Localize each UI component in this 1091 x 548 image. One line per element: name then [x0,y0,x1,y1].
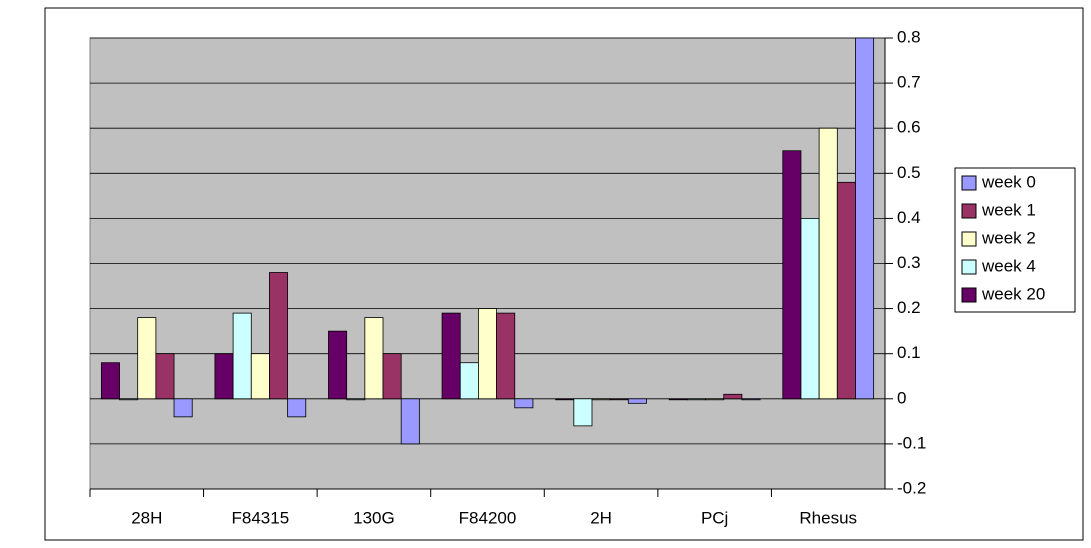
bar [705,398,725,401]
bar [155,353,175,400]
bar [269,272,289,400]
bar [400,398,420,445]
y-tick-label: 0.4 [897,208,921,227]
bar [459,362,479,400]
bar [723,393,743,400]
bar [836,181,856,400]
legend-swatch [961,231,977,247]
bar [555,398,575,401]
legend-label: week 20 [981,284,1045,303]
x-tick-label: F84200 [459,508,517,527]
legend-swatch [961,175,977,191]
bar [250,353,270,400]
y-tick-label: -0.1 [897,433,926,452]
bar [741,398,761,401]
bar [214,353,234,400]
legend-label: week 2 [981,228,1036,247]
y-tick-label: 0.7 [897,73,921,92]
bar [855,37,875,400]
legend-label: week 4 [981,256,1036,275]
bar [800,217,820,400]
y-tick-label: 0.1 [897,343,921,362]
bar [782,150,802,400]
legend-swatch [961,203,977,219]
y-tick-label: 0.3 [897,253,921,272]
y-tick-label: 0 [897,388,906,407]
x-tick-label: PCj [701,508,728,527]
legend-swatch [961,287,977,303]
bar [496,312,516,400]
bar [478,308,497,400]
x-tick-label: 130G [353,508,395,527]
legend-label: week 1 [981,200,1036,219]
legend-label: week 0 [981,172,1036,191]
bar [328,330,348,400]
bar [364,317,384,400]
x-tick-label: 2H [590,508,612,527]
x-tick-label: 28H [131,508,162,527]
bar [346,398,366,401]
bar [232,312,252,400]
bar [137,317,157,400]
bar [609,398,629,401]
y-tick-label: 0.2 [897,298,921,317]
bar [591,398,611,401]
bar [119,398,139,401]
x-tick-label: F84315 [232,508,290,527]
bar [287,398,307,418]
bar [686,398,706,401]
bar [818,127,838,400]
bar [627,398,647,404]
x-tick-label: Rhesus [799,508,857,527]
bar [173,398,193,418]
bar [514,398,534,409]
y-tick-label: 0.5 [897,163,921,182]
y-tick-label: 0.6 [897,118,921,137]
legend-swatch [961,259,977,275]
bar [100,362,120,400]
y-tick-label: 0.8 [897,27,921,46]
bar [573,398,593,427]
bar [441,312,461,400]
y-tick-label: -0.2 [897,478,926,497]
bar [382,353,402,400]
bar [668,398,688,401]
